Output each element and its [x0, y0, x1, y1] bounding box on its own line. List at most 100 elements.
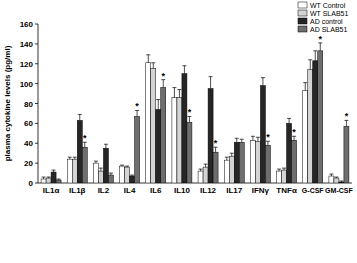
error-bar	[130, 175, 134, 177]
y-tick-label: 20	[24, 159, 33, 168]
error-cap	[130, 175, 134, 176]
bar	[265, 145, 270, 183]
error-bar	[287, 118, 291, 123]
error-cap	[182, 65, 186, 66]
error-stem	[310, 60, 311, 70]
bar	[93, 163, 98, 183]
error-bar	[172, 88, 176, 98]
error-cap	[329, 174, 333, 175]
bar	[334, 178, 339, 183]
error-bar	[308, 60, 312, 70]
x-tick-label: IL1α	[43, 186, 60, 195]
bar	[292, 140, 297, 183]
bar	[67, 159, 72, 183]
legend-label: WT Control	[310, 2, 346, 9]
error-cap	[172, 87, 176, 88]
x-tick-label: IFNγ	[252, 186, 270, 195]
legend-label: AD control	[310, 18, 343, 25]
legend-swatch	[298, 18, 307, 24]
x-tick-label: IL2	[98, 186, 110, 195]
significance-mark: *	[292, 127, 296, 137]
x-tick-label: IL17	[226, 186, 243, 195]
error-bar	[42, 177, 46, 179]
error-cap	[235, 138, 239, 139]
error-cap	[209, 76, 213, 77]
x-tick-label: IL6	[150, 186, 162, 195]
legend-swatch	[298, 2, 307, 8]
error-stem	[100, 168, 101, 171]
error-cap	[204, 164, 208, 165]
significance-mark: *	[266, 132, 270, 142]
bar	[308, 70, 313, 183]
x-tick-label: IL10	[174, 186, 191, 195]
error-bar	[209, 77, 213, 89]
plot-area	[41, 43, 349, 183]
bar	[130, 176, 135, 183]
error-bar	[52, 170, 56, 172]
error-stem	[231, 153, 232, 156]
error-bar	[94, 161, 98, 163]
y-tick-label: 40	[24, 139, 33, 148]
error-stem	[257, 137, 258, 141]
error-bar	[120, 165, 124, 167]
error-stem	[174, 88, 175, 98]
chart: plasma cytokine levels (pg/ml)0204060801…	[0, 0, 357, 263]
bar	[203, 167, 208, 183]
error-cap	[240, 139, 244, 140]
error-cap	[57, 179, 61, 180]
error-stem	[163, 80, 164, 88]
error-bar	[313, 51, 317, 61]
error-bar	[240, 139, 244, 142]
error-bar	[109, 173, 113, 175]
error-cap	[256, 137, 260, 138]
error-bar	[125, 166, 129, 168]
error-stem	[105, 144, 106, 148]
bar	[172, 98, 177, 183]
significance-mark: *	[345, 111, 349, 121]
error-cap	[52, 170, 56, 171]
x-tick-label: TNFα	[276, 186, 297, 195]
error-cap	[199, 169, 203, 170]
error-bar	[204, 164, 208, 167]
x-tick-label: G-CSF	[302, 187, 325, 194]
error-cap	[94, 161, 98, 162]
bar	[234, 142, 239, 183]
error-bar	[256, 137, 260, 141]
bar	[303, 91, 308, 183]
error-bar	[47, 177, 51, 179]
bar	[287, 123, 292, 183]
bar	[77, 120, 82, 183]
x-tick-label: GM-CSF	[325, 187, 353, 194]
bar	[108, 175, 113, 183]
y-tick-label: 100	[20, 80, 34, 89]
significance-mark: *	[135, 101, 139, 111]
bar	[229, 156, 234, 183]
error-cap	[99, 168, 103, 169]
bar	[72, 159, 77, 183]
error-cap	[277, 169, 281, 170]
significance-mark: *	[83, 133, 87, 143]
error-stem	[315, 51, 316, 61]
bar	[344, 126, 349, 183]
error-cap	[68, 157, 72, 158]
error-bar	[225, 157, 229, 160]
bar	[46, 178, 51, 183]
y-axis	[38, 24, 39, 183]
y-tick-label: 0	[29, 179, 34, 188]
y-tick	[35, 143, 38, 144]
error-cap	[334, 177, 338, 178]
error-bar	[251, 136, 255, 140]
bar	[120, 166, 125, 183]
bar	[260, 86, 265, 183]
error-bar	[146, 55, 150, 63]
error-stem	[262, 78, 263, 86]
error-cap	[120, 165, 124, 166]
bar	[161, 88, 166, 183]
error-stem	[79, 114, 80, 120]
error-bar	[73, 157, 77, 159]
significance-mark: *	[188, 107, 192, 117]
y-tick	[35, 103, 38, 104]
error-cap	[261, 77, 265, 78]
error-cap	[156, 99, 160, 100]
x-tick-label: IL12	[200, 186, 217, 195]
